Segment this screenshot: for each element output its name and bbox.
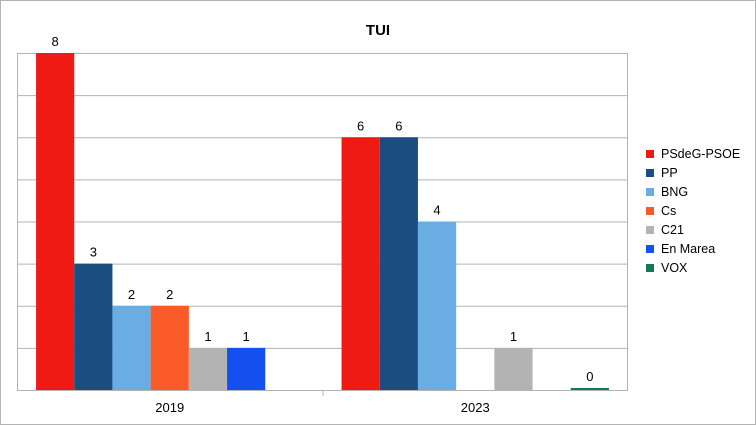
x-tick-label: 2019 xyxy=(155,400,184,415)
data-label: 6 xyxy=(357,118,364,133)
bars-group xyxy=(36,53,609,390)
data-label: 4 xyxy=(433,203,440,218)
data-label: 0 xyxy=(586,369,593,384)
data-label: 6 xyxy=(395,118,402,133)
bar-en-marea-2019 xyxy=(227,347,266,390)
legend-swatch xyxy=(646,264,654,272)
legend-swatch xyxy=(646,169,654,177)
legend-label: C21 xyxy=(661,223,684,237)
legend-swatch xyxy=(646,207,654,215)
legend-swatch xyxy=(646,150,654,158)
legend-label: BNG xyxy=(661,185,688,199)
bar-cs-2019 xyxy=(150,305,189,390)
bar-c21-2019 xyxy=(188,347,228,390)
legend-label: PP xyxy=(661,166,678,180)
bar-vox-2023 xyxy=(570,388,609,390)
bar-pp-2019 xyxy=(74,263,113,390)
bar-psdeg-psoe-2023 xyxy=(341,137,380,390)
x-tick-label: 2023 xyxy=(461,400,490,415)
legend-label: Cs xyxy=(661,204,676,218)
bar-c21-2023 xyxy=(494,347,533,390)
bar-psdeg-psoe-2019 xyxy=(36,53,75,390)
data-labels-group: 8 3 2 2 1 1 6 6 4 1 0 xyxy=(52,34,594,384)
legend-swatch xyxy=(646,226,654,234)
bar-bng-2023 xyxy=(417,221,457,390)
legend-swatch xyxy=(646,245,654,253)
data-label: 1 xyxy=(510,329,517,344)
data-label: 2 xyxy=(128,287,135,302)
bar-pp-2023 xyxy=(379,137,418,390)
data-label: 8 xyxy=(52,34,59,49)
data-label: 1 xyxy=(204,329,211,344)
legend-label: PSdeG-PSOE xyxy=(661,147,740,161)
legend-label: VOX xyxy=(661,261,688,275)
chart-title: TUI xyxy=(366,22,390,39)
bar-bng-2019 xyxy=(112,305,151,390)
legend-label: En Marea xyxy=(661,242,715,256)
data-label: 1 xyxy=(243,329,250,344)
x-axis: 2019 2023 xyxy=(17,390,628,415)
legend-swatch xyxy=(646,188,654,196)
data-label: 2 xyxy=(166,287,173,302)
legend: PSdeG-PSOE PP BNG Cs C21 En Marea VOX xyxy=(646,147,740,275)
data-label: 3 xyxy=(90,245,97,260)
